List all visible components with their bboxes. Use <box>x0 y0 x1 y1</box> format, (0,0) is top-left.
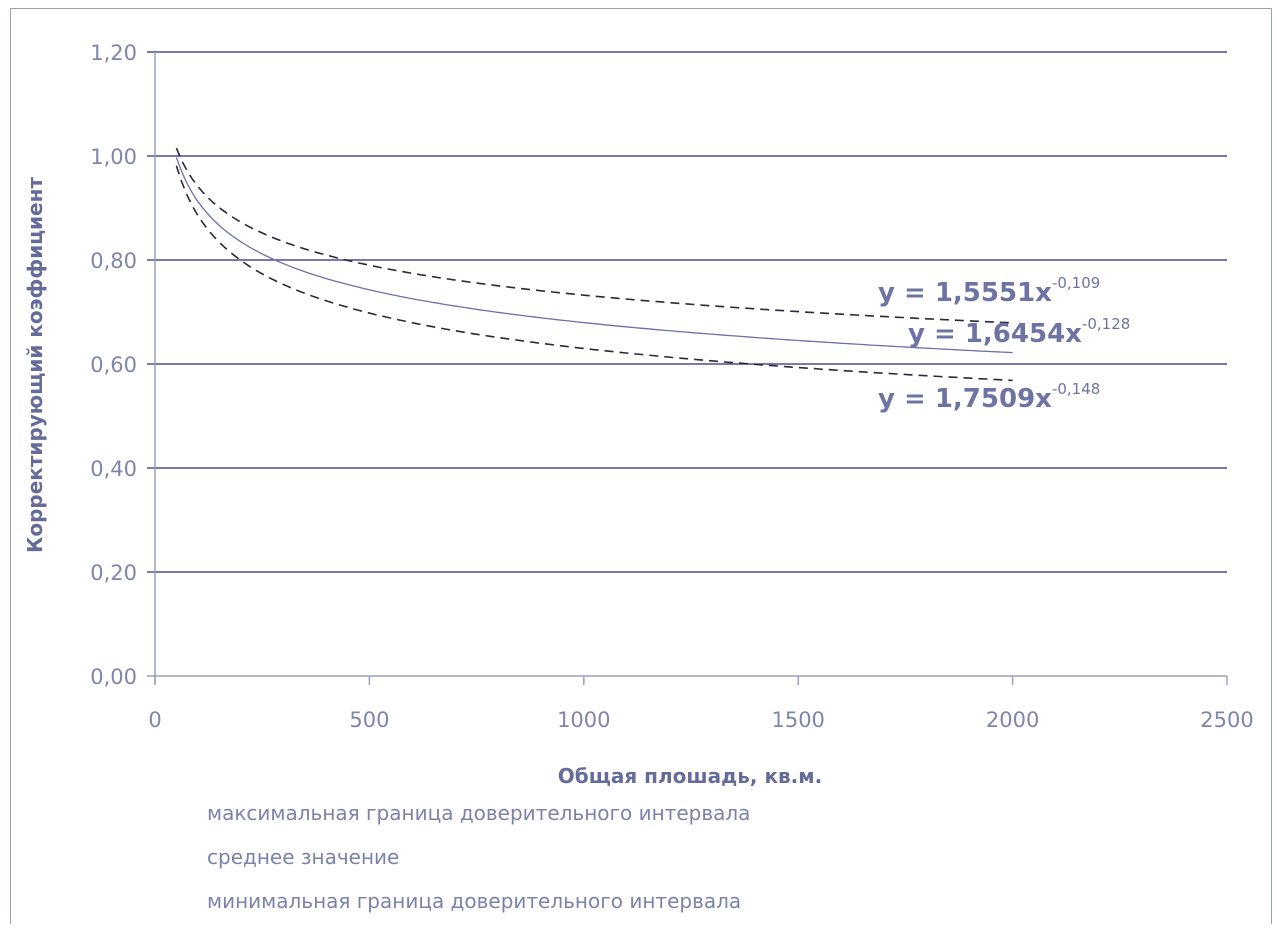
gridlines <box>147 51 1228 685</box>
series-line-min <box>175 165 1013 382</box>
legend-entry-mean: среднее значение <box>207 845 399 869</box>
equation-label-max: y = 1,5551x-0,109 <box>878 274 1100 308</box>
y-tick-label: 0,60 <box>90 353 137 377</box>
x-tick-label: 2000 <box>986 708 1039 732</box>
y-tick-labels: 0,00 0,20 0,40 0,60 0,80 1,00 1,20 <box>90 41 137 689</box>
x-axis-title: Общая плошадь, кв.м. <box>558 764 822 788</box>
y-tick-label: 1,20 <box>90 41 137 65</box>
x-tick-label: 500 <box>349 708 389 732</box>
y-tick-label: 0,00 <box>90 665 137 689</box>
equation-label-min: y = 1,7509x-0,148 <box>878 380 1100 414</box>
legend-entry-min: минимальная граница доверительного интер… <box>207 889 741 913</box>
series-line-mean <box>175 157 1013 354</box>
y-tick-label: 0,80 <box>90 249 137 273</box>
x-tick-labels: 0 500 1000 1500 2000 2500 <box>148 708 1253 732</box>
equation-label-mean: y = 1,6454x-0,128 <box>908 315 1130 349</box>
x-tick-label: 1000 <box>557 708 610 732</box>
legend-entry-max: максимальная граница доверительного инте… <box>207 801 750 825</box>
y-axis-title: Корректирующий коэффициент <box>23 177 47 553</box>
legend: максимальная граница доверительного инте… <box>207 801 750 913</box>
y-tick-label: 1,00 <box>90 145 137 169</box>
trendline-equations: y = 1,5551x-0,109 y = 1,6454x-0,128 y = 1,… <box>878 274 1130 414</box>
x-tick-label: 2500 <box>1200 708 1253 732</box>
x-tick-label: 1500 <box>771 708 824 732</box>
series-lines <box>175 147 1013 382</box>
y-tick-label: 0,20 <box>90 561 137 585</box>
series-line-max <box>175 147 1013 324</box>
x-tick-label: 0 <box>148 708 161 732</box>
chart-frame <box>10 8 1272 924</box>
y-tick-label: 0,40 <box>90 457 137 481</box>
